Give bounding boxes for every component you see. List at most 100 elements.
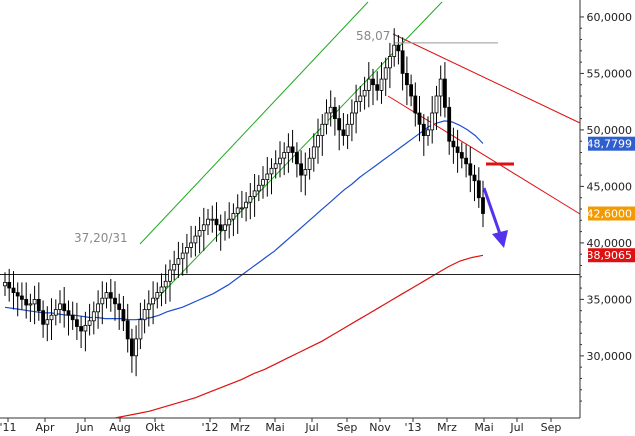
price-bar-body — [434, 95, 439, 114]
price-bar-body — [129, 338, 134, 357]
price-bar-body — [248, 196, 253, 203]
forecast-arrow-head — [492, 230, 508, 248]
price-bar-body — [62, 303, 67, 312]
price-bar-body — [104, 292, 109, 299]
price-bar-body — [464, 157, 469, 165]
ma-long-line — [114, 254, 484, 419]
price-bar-body — [345, 123, 350, 137]
price-bar-body — [404, 73, 409, 86]
price-bar-body — [117, 303, 122, 310]
price-bar-body — [214, 218, 219, 226]
forecast-arrow-shaft — [482, 187, 502, 235]
price-bar-body — [239, 207, 244, 210]
price-bar-body — [11, 287, 16, 294]
annotations: 37,20/31 58,07 — [74, 29, 498, 245]
x-tick-label: Apr — [35, 421, 55, 434]
price-bar-body — [41, 310, 45, 325]
price-bar-body — [375, 84, 380, 91]
price-bar-body — [379, 78, 384, 91]
x-tick-label: Sep — [541, 421, 562, 434]
price-bar-body — [184, 246, 189, 254]
price-bar-body — [252, 190, 257, 197]
downtrend-channel-upper — [392, 33, 581, 124]
price-bar-body — [201, 224, 206, 231]
price-bar-body — [53, 309, 58, 316]
x-tick-label: Aug — [109, 421, 130, 434]
price-bar-body — [426, 129, 430, 136]
y-tick-label: 60,0000 — [587, 11, 633, 24]
price-bar-body — [32, 298, 37, 305]
price-bar-body — [472, 174, 477, 182]
price-bar-body — [79, 326, 83, 332]
price-bar-body — [218, 224, 223, 231]
x-tick-label: Mai — [265, 421, 284, 434]
price-bar-body — [3, 281, 7, 287]
y-tick-label: 45,0000 — [587, 180, 633, 193]
price-bar-body — [299, 163, 304, 176]
price-bar-body — [269, 167, 274, 175]
x-tick-label: Jun — [75, 421, 93, 434]
price-bar-body — [193, 235, 198, 244]
price-bar-body — [231, 213, 236, 220]
value-tag-background — [588, 136, 635, 151]
price-bar-body — [409, 84, 414, 97]
price-bar-body — [125, 320, 130, 340]
price-bar-body — [400, 50, 405, 74]
y-axis: 60,0000 55,0000 50,0000 45,0000 40,0000 35,00… — [580, 11, 633, 402]
price-bar-body — [206, 218, 210, 226]
price-bar-body — [311, 146, 316, 159]
short-moving-average — [4, 120, 484, 321]
price-bar-body — [138, 319, 143, 340]
price-bar-body — [113, 297, 117, 305]
price-bar-body — [320, 123, 325, 137]
price-bar-body — [273, 163, 278, 169]
price-bar-body — [176, 258, 181, 265]
price-bar-body — [332, 106, 337, 120]
price-bar-body — [189, 242, 194, 248]
price-bar-body — [455, 146, 460, 153]
ma-short-line — [4, 120, 484, 321]
price-bar-body — [387, 56, 392, 69]
value-tag-label: 38,9065 — [587, 249, 633, 262]
price-bar-body — [159, 286, 164, 293]
price-bar-body — [83, 324, 88, 332]
price-bar-body — [168, 269, 172, 282]
price-bar-body — [303, 169, 308, 176]
x-tick-label: '13 — [404, 421, 421, 434]
uptrend-channel-upper — [139, 1, 369, 245]
price-bar-body — [476, 180, 481, 199]
value-tag-label: 42,6000 — [587, 208, 633, 221]
price-bar-body — [100, 297, 105, 305]
price-bar-body — [223, 224, 227, 231]
price-bar-body — [24, 298, 29, 306]
price-bar-body — [45, 319, 50, 325]
price-bar-body — [294, 152, 299, 165]
x-tick-label: Jul — [304, 421, 318, 434]
price-bar-body — [468, 163, 473, 176]
x-tick-label: '12 — [201, 421, 218, 434]
price-bar-body — [383, 67, 388, 80]
y-tick-label: 35,0000 — [587, 293, 633, 306]
price-bar-body — [278, 157, 282, 165]
price-bar-body — [19, 295, 24, 300]
price-bar-body — [282, 152, 287, 159]
price-bar-body — [87, 320, 92, 326]
price-bar-body — [417, 112, 422, 125]
price-bar-body — [49, 314, 54, 321]
y-tick-label: 40,0000 — [587, 237, 633, 250]
annotation-high: 58,07 — [356, 29, 390, 43]
price-bar-body — [307, 157, 312, 170]
price-bar-body — [261, 179, 265, 186]
price-bar-body — [421, 123, 426, 137]
x-tick-label: Okt — [145, 421, 165, 434]
price-bar-body — [256, 184, 261, 192]
price-bar-body — [358, 95, 363, 102]
y-tick-label: 55,0000 — [587, 67, 633, 80]
price-bar-body — [235, 207, 240, 214]
price-bar-body — [366, 78, 371, 91]
x-tick-label: Nov — [369, 421, 391, 434]
price-bar-body — [58, 303, 62, 310]
price-bar-body — [442, 78, 447, 108]
price-bar-body — [451, 140, 456, 148]
